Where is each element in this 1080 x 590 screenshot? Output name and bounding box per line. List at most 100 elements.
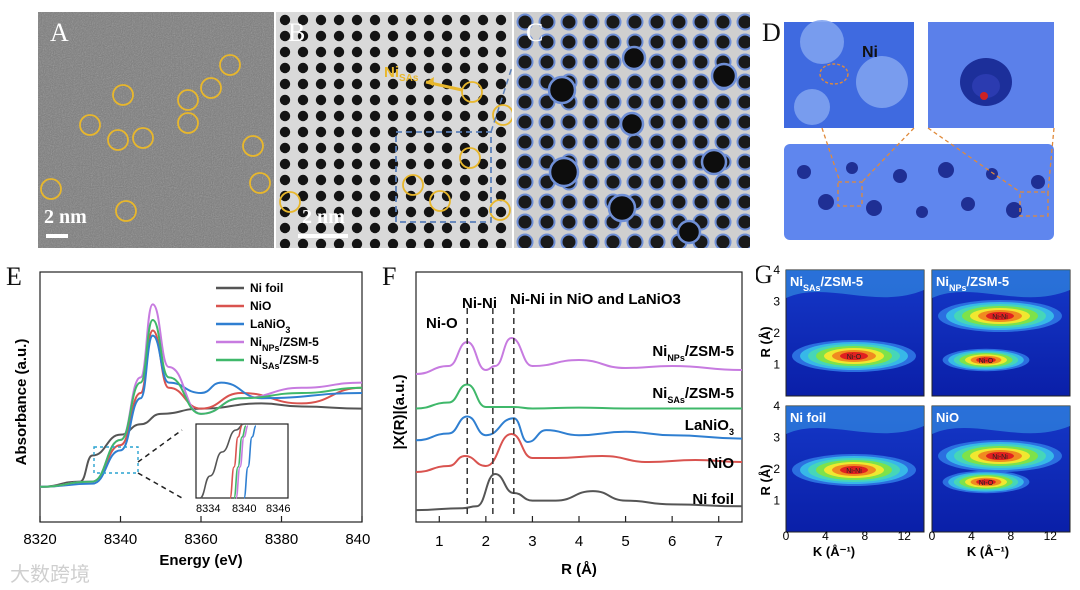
panel-label-c: C (526, 18, 544, 47)
tick-label-f-4: 5 (621, 533, 629, 550)
wt-peak-label-3-0: Ni-Ni (992, 454, 1008, 461)
panel-label-g: G (756, 262, 773, 289)
chart-e: 8334 8340 8346 8320 8340 8360 8380 8400 Ener… (13, 271, 370, 569)
panel-g: Ni-O NiSAs/ZSM-5 Ni-Ni Ni-O NiNPs/ZSM-5 Ni-Ni… (756, 262, 1076, 580)
g-xtick-1-3: 12 (1044, 529, 1058, 543)
inset-tick-1: 8340 (232, 503, 256, 515)
f-line-nio (415, 432, 743, 473)
inset-series (199, 423, 257, 499)
xlabel-f: R (Å) (561, 561, 597, 578)
g-ytick-0-0: 1 (773, 358, 780, 372)
peak-label-nio: Ni-O (426, 315, 458, 332)
ni-annotation-d: Ni (862, 44, 878, 61)
g-xtick-0-2: 8 (862, 529, 869, 543)
tick-label-e-1: 8340 (104, 531, 137, 548)
panel-label-e: E (6, 262, 22, 291)
panel-label-f: F (382, 262, 397, 291)
panel-f: Ni-O Ni-Ni Ni-Ni in NiO and LaNiO3 NiNPs… (378, 262, 750, 580)
legend-label-0: Ni foil (250, 281, 283, 295)
ylabel-g-bottom: R (Å) (758, 464, 773, 495)
scale-bar-b (298, 234, 348, 238)
inset-line-lanio3 (243, 425, 257, 499)
g-ytick-1-1: 2 (773, 462, 780, 476)
tick-label-e-4: 8400 (345, 531, 370, 548)
xlabel-g-right: K (Å⁻¹) (967, 544, 1009, 559)
g-ytick-0-2: 3 (773, 295, 780, 309)
single-atom-circles-b (279, 81, 512, 221)
f-line-nisas-zsm-5 (415, 383, 742, 410)
wt-peak-label-2-0: Ni-Ni (846, 468, 862, 475)
panel-a: A 2 nm (38, 12, 274, 248)
inset-tick-0: 8334 (196, 503, 220, 515)
g-ytick-1-2: 3 (773, 431, 780, 445)
legend-label-4: NiSAs/ZSM-5 (250, 353, 319, 371)
panel-label-b: B (288, 18, 306, 47)
peak-label-nini: Ni-Ni (462, 295, 497, 312)
legend-label-1: NiO (250, 299, 271, 313)
wt-title-0: NiSAs/ZSM-5 (790, 274, 863, 293)
tick-label-f-3: 4 (575, 533, 583, 550)
zoom-box (395, 131, 492, 223)
peak-guides (466, 308, 515, 518)
panel-b-image (276, 12, 512, 248)
chart-g: Ni-ONiSAs/ZSM-5Ni-NiNi-ONiNPs/ZSM-5Ni-Ni… (758, 263, 1071, 559)
g-xtick-0-1: 4 (822, 529, 829, 543)
wt-peak-label-3-1: Ni-O (979, 480, 994, 487)
g-ytick-1-0: 1 (773, 494, 780, 508)
wt-title-2: Ni foil (790, 410, 826, 425)
wavelet-maps: Ni-ONiSAs/ZSM-5Ni-NiNi-ONiNPs/ZSM-5Ni-Ni… (785, 269, 1071, 533)
inset-line-nio (229, 425, 243, 499)
tick-label-e-3: 8380 (265, 531, 298, 548)
g-xtick-1-0: 0 (929, 529, 936, 543)
panel-e: 8334 8340 8346 8320 8340 8360 8380 8400 Ener… (0, 262, 370, 580)
inset-line-ninps-zsm-5 (235, 425, 249, 499)
watermark: 大数跨境 (10, 562, 90, 586)
g-xtick-1-2: 8 (1008, 529, 1015, 543)
wt-map-3: Ni-Ni Ni-O NiO (931, 405, 1071, 533)
x-ticks-e: 8320 8340 8360 8380 8400 (23, 516, 370, 548)
g-ytick-0-3: 4 (773, 263, 780, 277)
g-xtick-0-3: 12 (898, 529, 912, 543)
f-series-label-4: Ni foil (692, 491, 734, 508)
g-xtick-0-0: 0 (783, 529, 790, 543)
ni-atom (980, 92, 988, 100)
tick-label-f-1: 2 (482, 533, 490, 550)
tick-label-f-5: 6 (668, 533, 676, 550)
inset-source-box (93, 446, 139, 474)
panel-a-image (38, 12, 274, 248)
wt-peak-label-0-0: Ni-O (847, 354, 862, 361)
f-line-ninps-zsm-5 (415, 336, 743, 375)
ylabel-g-top: R (Å) (758, 326, 773, 357)
wt-title-3: NiO (936, 410, 959, 425)
g-xtick-1-1: 4 (968, 529, 975, 543)
tick-label-e-0: 8320 (23, 531, 56, 548)
panel-label-d: D (762, 18, 781, 47)
panel-b: B NiSAs 2 nm (276, 12, 512, 248)
large-pores (547, 45, 738, 245)
scale-label-b: 2 nm (302, 206, 345, 228)
f-series-label-0: NiNPs/ZSM-5 (652, 343, 734, 363)
ylabel-e: Absorbance (a.u.) (13, 339, 30, 466)
wt-title-1: NiNPs/ZSM-5 (936, 274, 1009, 293)
wt-map-2: Ni-Ni Ni foil (785, 405, 925, 533)
series-line-nisas-zsm-5 (39, 319, 363, 488)
inset-tick-2: 8346 (266, 503, 290, 515)
wt-peak-label-1-0: Ni-Ni (992, 314, 1008, 321)
panel-d: D Ni (762, 12, 1074, 252)
g-ytick-0-1: 2 (773, 326, 780, 340)
peak-label-nini-oxide: Ni-Ni in NiO and LaNiO3 (510, 291, 681, 308)
panel-label-a: A (50, 18, 69, 47)
wt-map-0: Ni-O NiSAs/ZSM-5 (785, 269, 925, 397)
wt-map-1: Ni-Ni Ni-O NiNPs/ZSM-5 (931, 269, 1071, 397)
tick-label-f-2: 3 (528, 533, 536, 550)
f-series-label-3: NiO (707, 455, 734, 472)
wt-peak-label-1-1: Ni-O (979, 358, 994, 365)
scale-label-a: 2 nm (44, 206, 87, 228)
single-atom-circles (40, 54, 271, 222)
arrow-head (426, 77, 434, 86)
series-labels-f: NiNPs/ZSM-5 NiSAs/ZSM-5 LaNiO3 NiO Ni foil (652, 343, 734, 508)
panel-d-image (784, 20, 1055, 240)
series-line-ni-foil (39, 402, 363, 488)
